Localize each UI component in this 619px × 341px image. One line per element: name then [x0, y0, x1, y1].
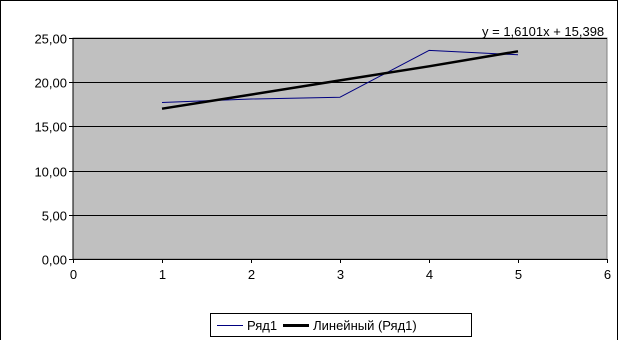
legend-item-trendline: Линейный (Ряд1)	[283, 318, 417, 333]
legend-swatch-trendline	[283, 323, 310, 327]
legend-label-series-1: Ряд1	[247, 317, 278, 333]
legend: Ряд1 Линейный (Ряд1)	[210, 313, 472, 337]
y-tick-label: 10,00	[34, 165, 67, 180]
trendline-equation: y = 1,6101x + 15,398	[482, 24, 604, 39]
x-tick-label: 1	[159, 267, 166, 282]
x-tick-label: 2	[248, 267, 255, 282]
x-tick-label: 0	[70, 267, 77, 282]
legend-swatch-series-1	[217, 324, 243, 326]
y-tick-label: 15,00	[34, 120, 67, 135]
x-tick-label: 4	[426, 267, 433, 282]
plot-area	[72, 37, 608, 260]
legend-item-series-1: Ряд1	[217, 318, 277, 333]
x-tick-label: 6	[604, 267, 611, 282]
y-tick-label: 20,00	[34, 76, 67, 91]
x-tick-label: 5	[515, 267, 522, 282]
y-tick-label: 25,00	[34, 32, 67, 47]
trendline	[161, 50, 519, 110]
x-tick-label: 3	[337, 267, 344, 282]
y-tick-label: 0,00	[42, 253, 67, 268]
y-tick-label: 5,00	[42, 209, 67, 224]
legend-label-trendline: Линейный (Ряд1)	[313, 317, 417, 333]
